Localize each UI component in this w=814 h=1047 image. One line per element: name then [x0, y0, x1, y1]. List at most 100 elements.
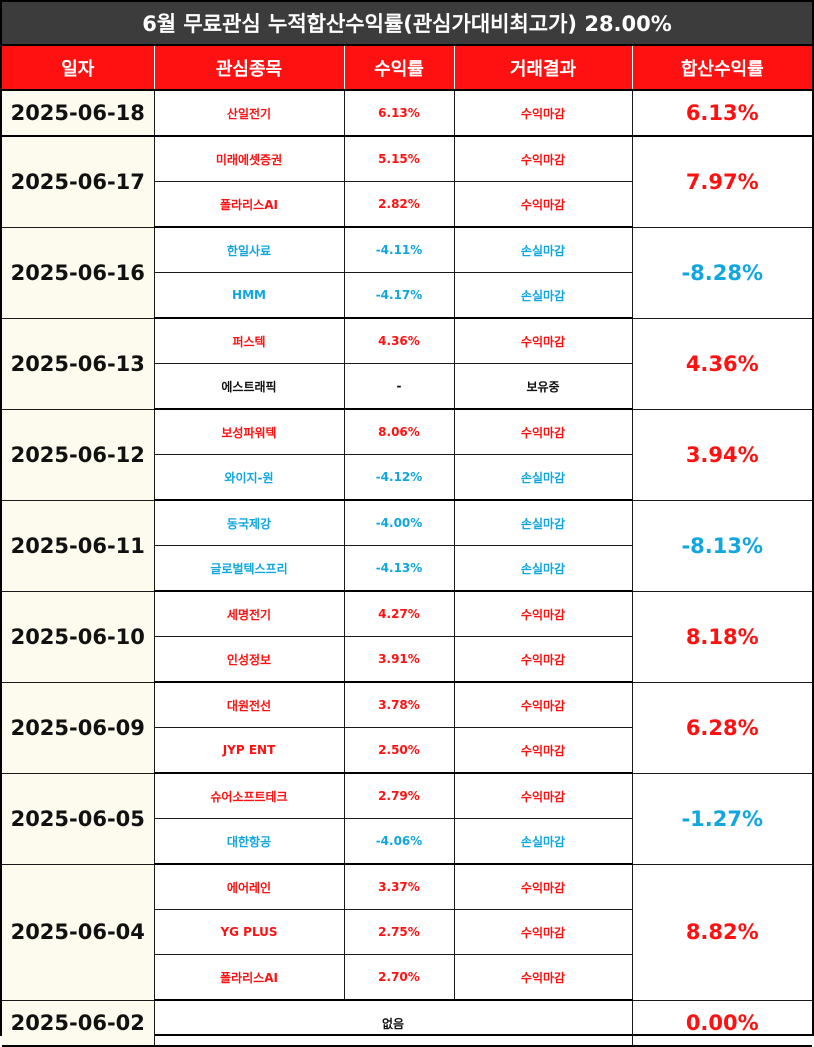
- date-cell: 2025-06-12: [2, 408, 155, 501]
- table-row: 2025-06-16 한일사료 -4.11% 손실마감 -8.28%: [2, 226, 812, 319]
- return-cell: 2.50%: [343, 727, 455, 774]
- table-row: 2025-06-17 미래에셋증권 5.15% 수익마감 7.97%: [2, 135, 812, 228]
- table-row: 2025-06-13 퍼스텍 4.36% 수익마감 4.36%: [2, 317, 812, 410]
- stock-cell: 동국제강: [153, 499, 345, 546]
- return-cell: 2.75%: [343, 909, 455, 955]
- table-row: 2025-06-09 대원전선 3.78% 수익마감 6.28%: [2, 681, 812, 774]
- result-cell: 보유중: [453, 363, 633, 410]
- total-return-cell: 6.28%: [631, 681, 812, 774]
- stock-cell: JYP ENT: [153, 727, 345, 774]
- header-row: 일자 관심종목 수익률 거래결과 합산수익률: [2, 46, 812, 91]
- result-cell: 수익마감: [453, 89, 633, 137]
- result-cell: 수익마감: [453, 772, 633, 819]
- return-cell: -4.06%: [343, 818, 455, 865]
- stock-cell: 폴라리스AI: [153, 954, 345, 1001]
- return-cell: 2.79%: [343, 772, 455, 819]
- result-cell: 수익마감: [453, 863, 633, 910]
- date-cell: 2025-06-09: [2, 681, 155, 774]
- return-cell: 3.78%: [343, 681, 455, 728]
- date-cell: 2025-06-13: [2, 317, 155, 410]
- stock-cell: 퍼스텍: [153, 317, 345, 364]
- table-row: 2025-06-11 동국제강 -4.00% 손실마감 -8.13%: [2, 499, 812, 592]
- table-row: YG PLUS 2.75% 수익마감: [2, 909, 812, 955]
- table-row: 와이지-원 -4.12% 손실마감: [2, 454, 812, 501]
- stock-cell: 세명전기: [153, 590, 345, 637]
- return-cell: -4.13%: [343, 545, 455, 592]
- total-return-cell: 3.94%: [631, 408, 812, 501]
- result-cell: 손실마감: [453, 545, 633, 592]
- table-row: JYP ENT 2.50% 수익마감: [2, 727, 812, 774]
- date-cell: 2025-06-18: [2, 89, 155, 137]
- total-return-cell: -8.13%: [631, 499, 812, 592]
- stock-cell: 인성정보: [153, 636, 345, 683]
- result-cell: 수익마감: [453, 135, 633, 182]
- total-return-cell: 8.18%: [631, 590, 812, 683]
- date-cell: 2025-06-16: [2, 226, 155, 319]
- result-cell: 수익마감: [453, 681, 633, 728]
- header-total: 합산수익률: [631, 46, 812, 91]
- result-cell: 수익마감: [453, 408, 633, 455]
- header-return: 수익률: [343, 46, 455, 91]
- returns-table: 일자 관심종목 수익률 거래결과 합산수익률 2025-06-18 산일전기 6.1…: [2, 46, 812, 1047]
- result-cell: 수익마감: [453, 727, 633, 774]
- header-result: 거래결과: [453, 46, 633, 91]
- header-date: 일자: [2, 46, 155, 91]
- result-cell: 손실마감: [453, 454, 633, 501]
- table-row: HMM -4.17% 손실마감: [2, 272, 812, 319]
- total-return-cell: 7.97%: [631, 135, 812, 228]
- result-cell: 손실마감: [453, 226, 633, 273]
- return-cell: -: [343, 363, 455, 410]
- result-cell: 손실마감: [453, 272, 633, 319]
- table-body: 2025-06-18 산일전기 6.13% 수익마감 6.13% 2025-06-17 미래…: [2, 89, 812, 1047]
- stock-cell: 한일사료: [153, 226, 345, 273]
- result-cell: 수익마감: [453, 954, 633, 1001]
- stock-cell: 미래에셋증권: [153, 135, 345, 182]
- total-return-cell: 6.13%: [631, 89, 812, 137]
- return-cell: -4.00%: [343, 499, 455, 546]
- date-cell: 2025-06-11: [2, 499, 155, 592]
- result-cell: 수익마감: [453, 636, 633, 683]
- no-stock-cell: 없음: [153, 999, 633, 1047]
- stock-cell: YG PLUS: [153, 909, 345, 955]
- total-return-cell: -8.28%: [631, 226, 812, 319]
- total-return-cell: 0.00%: [631, 999, 812, 1047]
- page-title: 6월 무료관심 누적합산수익률(관심가대비최고가) 28.00%: [2, 2, 812, 46]
- stock-cell: HMM: [153, 272, 345, 319]
- table-row: 2025-06-04 에어레인 3.37% 수익마감 8.82%: [2, 863, 812, 1001]
- table-row: 2025-06-12 보성파워텍 8.06% 수익마감 3.94%: [2, 408, 812, 501]
- result-cell: 손실마감: [453, 818, 633, 865]
- table-row: 에스트래픽 - 보유중: [2, 363, 812, 410]
- return-cell: 2.70%: [343, 954, 455, 1001]
- result-cell: 수익마감: [453, 590, 633, 637]
- table-row: 2025-06-05 슈어소프트테크 2.79% 수익마감 -1.27%: [2, 772, 812, 865]
- total-return-cell: -1.27%: [631, 772, 812, 865]
- stock-cell: 슈어소프트테크: [153, 772, 345, 819]
- return-cell: 3.37%: [343, 863, 455, 910]
- table-row: 폴라리스AI 2.82% 수익마감: [2, 181, 812, 228]
- result-cell: 손실마감: [453, 499, 633, 546]
- total-return-cell: 8.82%: [631, 863, 812, 1001]
- return-cell: 8.06%: [343, 408, 455, 455]
- date-cell: 2025-06-17: [2, 135, 155, 228]
- table-row: 인성정보 3.91% 수익마감: [2, 636, 812, 683]
- return-cell: 2.82%: [343, 181, 455, 228]
- date-cell: 2025-06-02: [2, 999, 155, 1047]
- header-stock: 관심종목: [153, 46, 345, 91]
- result-cell: 수익마감: [453, 181, 633, 228]
- return-cell: 4.36%: [343, 317, 455, 364]
- stock-cell: 에스트래픽: [153, 363, 345, 410]
- stock-cell: 대원전선: [153, 681, 345, 728]
- return-cell: 5.15%: [343, 135, 455, 182]
- stock-cell: 폴라리스AI: [153, 181, 345, 228]
- total-return-cell: 4.36%: [631, 317, 812, 410]
- table-row: 글로벌텍스프리 -4.13% 손실마감: [2, 545, 812, 592]
- return-cell: -4.17%: [343, 272, 455, 319]
- return-cell: 3.91%: [343, 636, 455, 683]
- stock-cell: 와이지-원: [153, 454, 345, 501]
- table-row: 2025-06-10 세명전기 4.27% 수익마감 8.18%: [2, 590, 812, 683]
- return-cell: 6.13%: [343, 89, 455, 137]
- table-row: 폴라리스AI 2.70% 수익마감: [2, 954, 812, 1001]
- table-row: 2025-06-02 없음 0.00%: [2, 999, 812, 1047]
- result-cell: 수익마감: [453, 909, 633, 955]
